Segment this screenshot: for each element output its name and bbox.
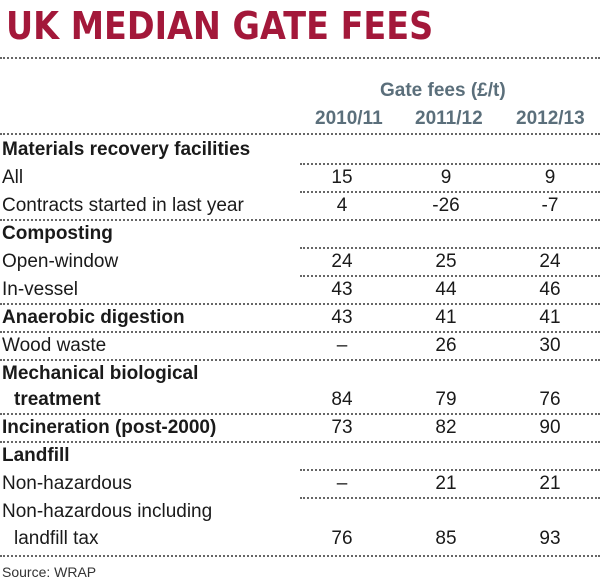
- cell-2010-11: 84: [331, 389, 353, 410]
- table-row: Non-hazardous – 21 21: [0, 470, 600, 497]
- column-header-2011-12: 2011/12: [415, 108, 483, 129]
- row-divider: [0, 441, 600, 443]
- table-row: All 15 9 9: [0, 164, 600, 191]
- cell-2012-13: 30: [539, 335, 561, 356]
- cell-2011-12: 82: [435, 417, 457, 438]
- row-label: Non-hazardous including: [2, 501, 213, 522]
- cell-2012-13: 21: [539, 473, 561, 494]
- table-row: Open-window 24 25 24: [0, 248, 600, 275]
- cell-2011-12: 79: [435, 389, 457, 410]
- cell-2012-13: 76: [539, 389, 561, 410]
- cell-2010-11: 15: [331, 167, 353, 188]
- row-divider: [0, 413, 600, 415]
- cell-2011-12: 9: [440, 167, 452, 188]
- cell-2010-11: 76: [331, 528, 353, 549]
- cell-2010-11: –: [336, 473, 348, 494]
- cell-2011-12: 25: [435, 251, 457, 272]
- column-header-2012-13: 2012/13: [516, 108, 585, 129]
- row-label: Mechanical biological: [2, 363, 199, 384]
- cell-2012-13: 46: [539, 279, 561, 300]
- row-divider: [0, 219, 600, 221]
- column-group-header: Gate fees (£/t): [380, 80, 506, 101]
- row-divider: [300, 247, 600, 249]
- cell-2011-12: 44: [435, 279, 457, 300]
- table-row: Anaerobic digestion 43 41 41: [0, 304, 600, 331]
- table-row: Composting: [0, 220, 600, 247]
- cell-2010-11: 73: [331, 417, 353, 438]
- row-divider: [300, 469, 600, 471]
- row-label: treatment: [14, 389, 101, 410]
- table-row: treatment 84 79 76: [0, 386, 600, 413]
- cell-2012-13: 24: [539, 251, 561, 272]
- table-row: Incineration (post-2000) 73 82 90: [0, 414, 600, 441]
- cell-2010-11: 24: [331, 251, 353, 272]
- row-label: Landfill: [2, 445, 70, 466]
- row-divider: [300, 191, 600, 193]
- row-label: All: [2, 167, 24, 188]
- cell-2012-13: 9: [544, 167, 556, 188]
- row-divider: [300, 275, 600, 277]
- table-row: landfill tax 76 85 93: [0, 525, 600, 552]
- cell-2012-13: 90: [539, 417, 561, 438]
- table-row: Mechanical biological: [0, 360, 600, 387]
- cell-2010-11: –: [336, 335, 348, 356]
- page-title: UK MEDIAN GATE FEES: [6, 4, 434, 48]
- cell-2010-11: 43: [331, 307, 353, 328]
- row-label: Open-window: [2, 251, 119, 272]
- cell-2010-11: 43: [331, 279, 353, 300]
- row-label: Composting: [2, 223, 113, 244]
- table-row: Non-hazardous including: [0, 498, 600, 525]
- table-row: Wood waste – 26 30: [0, 332, 600, 359]
- column-header-2010-11: 2010/11: [315, 108, 383, 129]
- table-row: Materials recovery facilities: [0, 136, 600, 163]
- footer-divider: [0, 555, 600, 557]
- cell-2012-13: 93: [539, 528, 561, 549]
- row-divider: [300, 497, 600, 499]
- row-divider: [0, 331, 600, 333]
- source-note: Source: WRAP: [2, 564, 97, 580]
- row-label: Materials recovery facilities: [2, 139, 251, 160]
- cell-2012-13: 41: [539, 307, 561, 328]
- row-label: Incineration (post-2000): [2, 417, 217, 438]
- row-label: Wood waste: [2, 335, 107, 356]
- cell-2011-12: 41: [435, 307, 457, 328]
- row-label: landfill tax: [14, 528, 99, 549]
- row-label: In-vessel: [2, 279, 79, 300]
- row-divider: [0, 303, 600, 305]
- cell-2011-12: 26: [435, 335, 457, 356]
- cell-2011-12: 21: [435, 473, 457, 494]
- row-divider: [300, 163, 600, 165]
- row-label: Non-hazardous: [2, 473, 132, 494]
- cell-2012-13: -7: [541, 195, 559, 216]
- cell-2011-12: -26: [432, 195, 460, 216]
- row-label: Anaerobic digestion: [2, 307, 185, 328]
- row-divider: [0, 359, 600, 361]
- table-row: In-vessel 43 44 46: [0, 276, 600, 303]
- cell-2010-11: 4: [336, 195, 348, 216]
- table-row: Contracts started in last year 4 -26 -7: [0, 192, 600, 219]
- title-divider: [0, 57, 600, 59]
- header-divider: [0, 133, 600, 135]
- table-row: Landfill: [0, 442, 600, 469]
- cell-2011-12: 85: [435, 528, 457, 549]
- row-label: Contracts started in last year: [2, 195, 244, 216]
